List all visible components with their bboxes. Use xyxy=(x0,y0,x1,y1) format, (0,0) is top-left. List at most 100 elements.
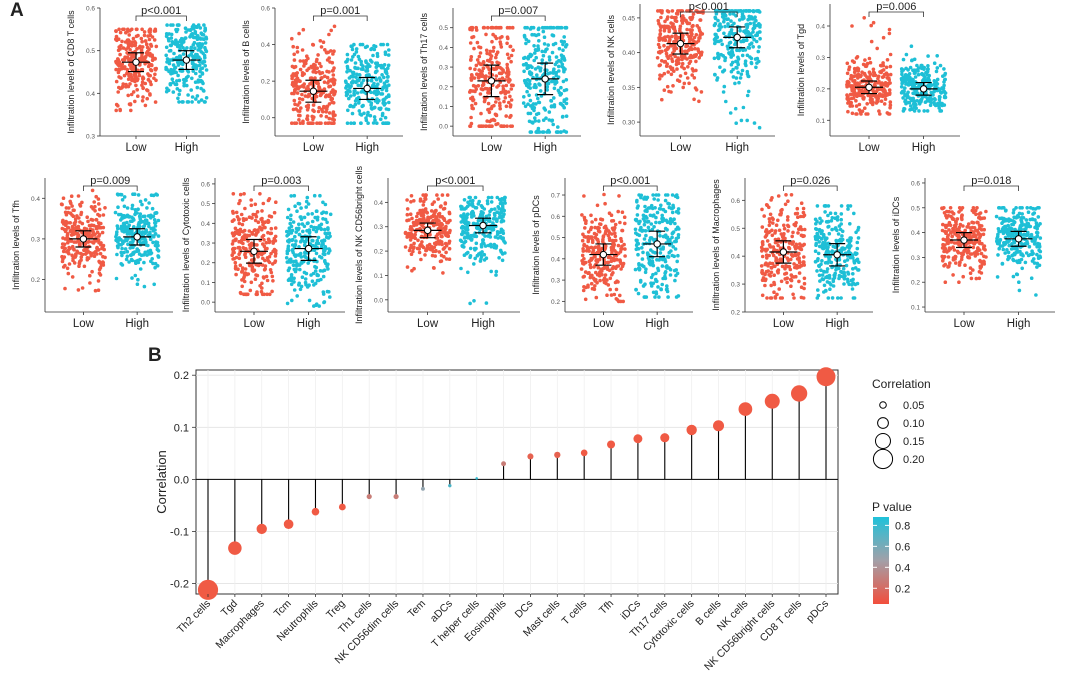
data-point xyxy=(602,225,607,230)
data-point xyxy=(674,295,679,299)
data-point xyxy=(523,104,528,109)
data-point xyxy=(115,192,120,196)
data-point xyxy=(665,17,669,21)
data-point xyxy=(614,287,619,292)
data-point xyxy=(199,98,204,102)
data-point xyxy=(462,253,467,257)
data-point xyxy=(165,23,169,27)
data-point xyxy=(658,234,662,238)
data-point xyxy=(131,251,135,255)
data-point xyxy=(617,194,621,198)
data-point xyxy=(87,239,91,244)
data-point xyxy=(745,72,750,76)
data-point xyxy=(879,99,884,103)
data-point xyxy=(327,102,332,106)
data-point xyxy=(316,109,321,114)
panel-b-label: B xyxy=(148,345,162,366)
x-tick-label: High xyxy=(297,318,321,330)
mean-marker xyxy=(132,58,140,66)
data-point xyxy=(319,64,323,69)
data-point xyxy=(194,52,198,57)
data-point xyxy=(331,114,336,118)
data-point xyxy=(479,111,483,116)
data-point xyxy=(290,64,295,69)
data-point xyxy=(375,121,379,125)
data-point xyxy=(321,109,325,114)
data-point xyxy=(301,83,305,88)
data-point xyxy=(506,78,511,83)
data-point xyxy=(319,45,324,49)
data-point xyxy=(721,90,726,94)
data-point xyxy=(752,23,757,28)
data-point xyxy=(845,71,850,76)
data-point xyxy=(270,262,275,266)
data-point xyxy=(149,63,154,67)
y-tick-label: 0.6 xyxy=(201,181,210,188)
data-point xyxy=(250,216,254,220)
data-point xyxy=(153,100,158,104)
data-point xyxy=(533,116,537,120)
data-point xyxy=(417,247,422,251)
data-point xyxy=(169,36,174,40)
data-point xyxy=(127,102,132,106)
data-point xyxy=(313,76,317,80)
mean-marker xyxy=(363,84,371,93)
data-point xyxy=(731,75,736,79)
data-point xyxy=(526,85,531,89)
data-point xyxy=(94,226,99,231)
data-point xyxy=(321,252,326,256)
data-point xyxy=(289,282,294,287)
data-point xyxy=(533,119,538,123)
data-point xyxy=(178,56,183,60)
data-point xyxy=(882,102,887,106)
data-point xyxy=(685,50,689,55)
data-point xyxy=(121,82,125,86)
data-point xyxy=(919,100,923,104)
data-point xyxy=(126,93,130,98)
data-point xyxy=(712,37,717,42)
data-point xyxy=(292,58,297,62)
mean-marker xyxy=(309,87,318,95)
data-point xyxy=(472,46,476,51)
data-point xyxy=(913,75,918,79)
data-point xyxy=(173,70,178,74)
data-point xyxy=(445,220,450,225)
data-point xyxy=(907,72,912,76)
data-point xyxy=(369,90,373,95)
data-point xyxy=(354,47,359,51)
data-point xyxy=(536,96,540,101)
data-point xyxy=(249,263,254,268)
data-point xyxy=(692,97,696,102)
data-point xyxy=(324,110,329,114)
data-point xyxy=(314,303,318,308)
data-point xyxy=(363,45,368,50)
data-point xyxy=(375,61,380,65)
data-point xyxy=(238,290,243,295)
data-point xyxy=(96,288,101,293)
data-point xyxy=(943,71,948,76)
data-point xyxy=(259,252,264,257)
data-point xyxy=(656,193,661,197)
data-point xyxy=(436,197,441,201)
data-point xyxy=(754,65,758,70)
data-point xyxy=(475,225,480,230)
data-point xyxy=(254,292,259,297)
data-point xyxy=(412,266,416,271)
data-point xyxy=(327,32,331,37)
data-point xyxy=(593,217,598,222)
data-point xyxy=(237,221,242,226)
data-point xyxy=(508,44,513,49)
data-point xyxy=(116,37,121,41)
data-point xyxy=(744,9,749,13)
data-point xyxy=(550,118,555,123)
data-point xyxy=(633,267,638,272)
data-point xyxy=(292,52,297,57)
data-point xyxy=(327,94,331,99)
data-point xyxy=(374,65,379,69)
data-point xyxy=(131,90,136,94)
data-point xyxy=(361,78,366,83)
y-tick-label: 0.45 xyxy=(622,15,635,22)
data-point xyxy=(582,234,587,239)
data-point xyxy=(618,220,622,225)
data-point xyxy=(746,89,751,94)
